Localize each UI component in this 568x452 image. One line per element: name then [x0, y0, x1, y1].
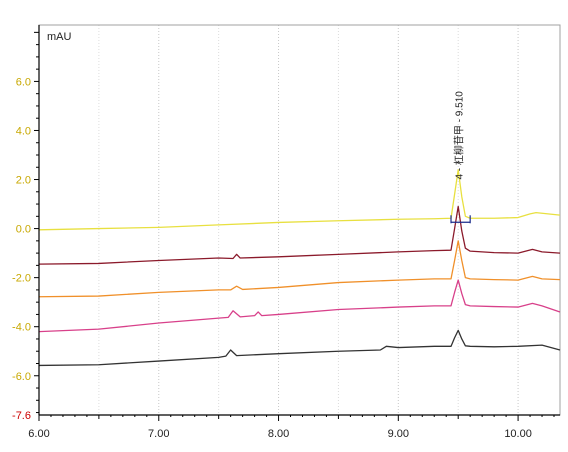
- y-axis-unit-label: mAU: [47, 31, 72, 43]
- trace-1: [38, 169, 561, 231]
- peak-annotations: 4 - 杠柳苷甲 - 9.510: [450, 91, 471, 224]
- trace-2: [38, 205, 561, 265]
- x-tick-label: 6.00: [28, 428, 49, 440]
- peak-label: 4 - 杠柳苷甲 - 9.510: [452, 91, 465, 180]
- x-tick-label: 9.00: [388, 428, 409, 440]
- chromatogram-traces: [38, 169, 561, 367]
- y-tick-label: -7.6: [12, 410, 31, 422]
- x-tick-label: 8.00: [268, 428, 289, 440]
- trace-5: [38, 329, 561, 367]
- y-tick-label: -4.0: [12, 322, 31, 334]
- y-tick-label: 6.0: [16, 76, 31, 88]
- axes: 6.0 4.0 2.0 0.0 -2.0 -4.0 -6.0 -7.6 6.00 7.00 8.00…: [12, 25, 560, 440]
- trace-4: [38, 279, 561, 333]
- y-tick-label: 4.0: [16, 125, 31, 137]
- y-tick-label: 0.0: [16, 224, 31, 236]
- x-tick-label: 7.00: [148, 428, 169, 440]
- vertical-gridlines: [98, 25, 519, 415]
- x-tick-label: 10.00: [504, 428, 532, 440]
- trace-3: [38, 240, 561, 298]
- y-tick-label: 2.0: [16, 175, 31, 187]
- y-tick-label: -2.0: [12, 273, 31, 285]
- y-tick-label: -6.0: [12, 371, 31, 383]
